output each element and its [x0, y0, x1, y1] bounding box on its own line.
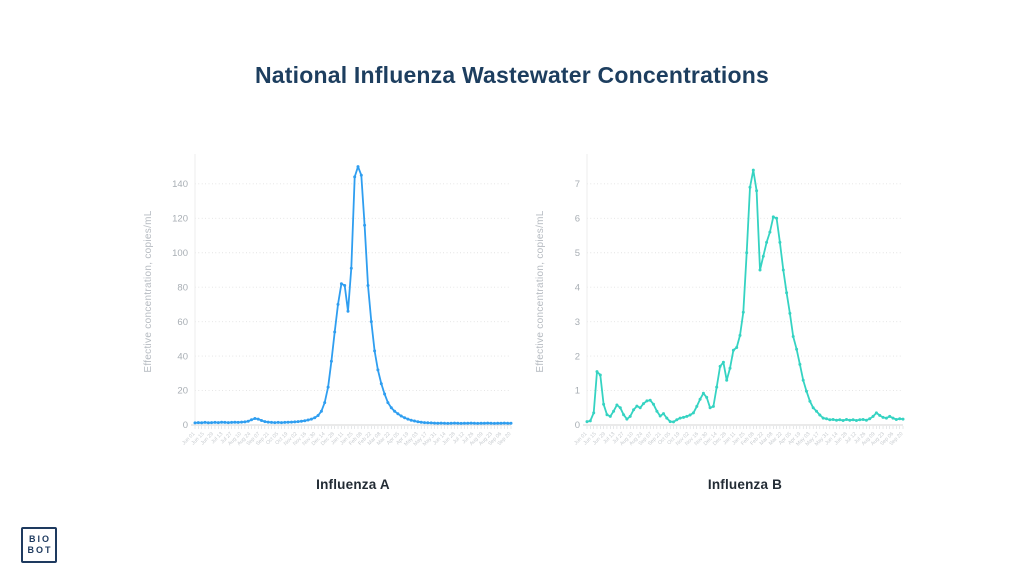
chart-influenza-b-title: Influenza B: [707, 477, 783, 492]
y-tick-label: 0: [183, 420, 188, 431]
y-gridlines: 0 1 2 3 4 5 6 7: [575, 179, 903, 431]
chart-influenza-a-title: Influenza A: [316, 477, 390, 492]
influenza-b-line: [586, 169, 904, 423]
y-axis-title: Effective concentration, copies/mL: [143, 210, 154, 372]
chart-influenza-b-canvas: 0 1 2 3 4 5 6 7 Effective concentration, copies/…: [535, 154, 905, 447]
x-ticks: [586, 426, 904, 429]
page-title: National Influenza Wastewater Concentrat…: [254, 62, 770, 88]
y-tick-label: 2: [575, 351, 580, 362]
y-axis-title: Effective concentration, copies/mL: [535, 210, 546, 372]
biobot-logo: BIO BOT: [21, 527, 57, 563]
y-tick-label: 100: [172, 248, 188, 259]
influenza-b-markers: [585, 168, 905, 424]
y-tick-label: 140: [172, 179, 188, 190]
y-tick-label: 4: [575, 282, 580, 293]
y-tick-label: 60: [177, 317, 188, 328]
y-tick-label: 5: [575, 248, 580, 259]
y-tick-label: 80: [177, 282, 188, 293]
chart-influenza-a: 0 20 40 60 80 100 120 140 Effective concentratio…: [137, 148, 532, 480]
y-tick-label: 1: [575, 386, 580, 397]
y-tick-label: 3: [575, 317, 580, 328]
x-ticks: [194, 426, 512, 429]
influenza-a-markers: [193, 165, 513, 425]
y-tick-label: 6: [575, 213, 580, 224]
y-tick-label: 7: [575, 179, 580, 190]
influenza-a-line: [194, 165, 512, 425]
y-tick-label: 40: [177, 351, 188, 362]
y-gridlines: 0 20 40 60 80 100 120 140: [172, 179, 511, 431]
chart-influenza-b: 0 1 2 3 4 5 6 7 Effective concentration, copies/…: [529, 148, 924, 480]
biobot-logo-line2: BOT: [27, 545, 53, 555]
biobot-logo-line1: BIO: [28, 534, 51, 544]
chart-influenza-a-canvas: 0 20 40 60 80 100 120 140 Effective concentratio…: [143, 154, 513, 447]
y-tick-label: 20: [177, 386, 188, 397]
y-tick-label: 120: [172, 213, 188, 224]
y-tick-label: 0: [575, 420, 580, 431]
